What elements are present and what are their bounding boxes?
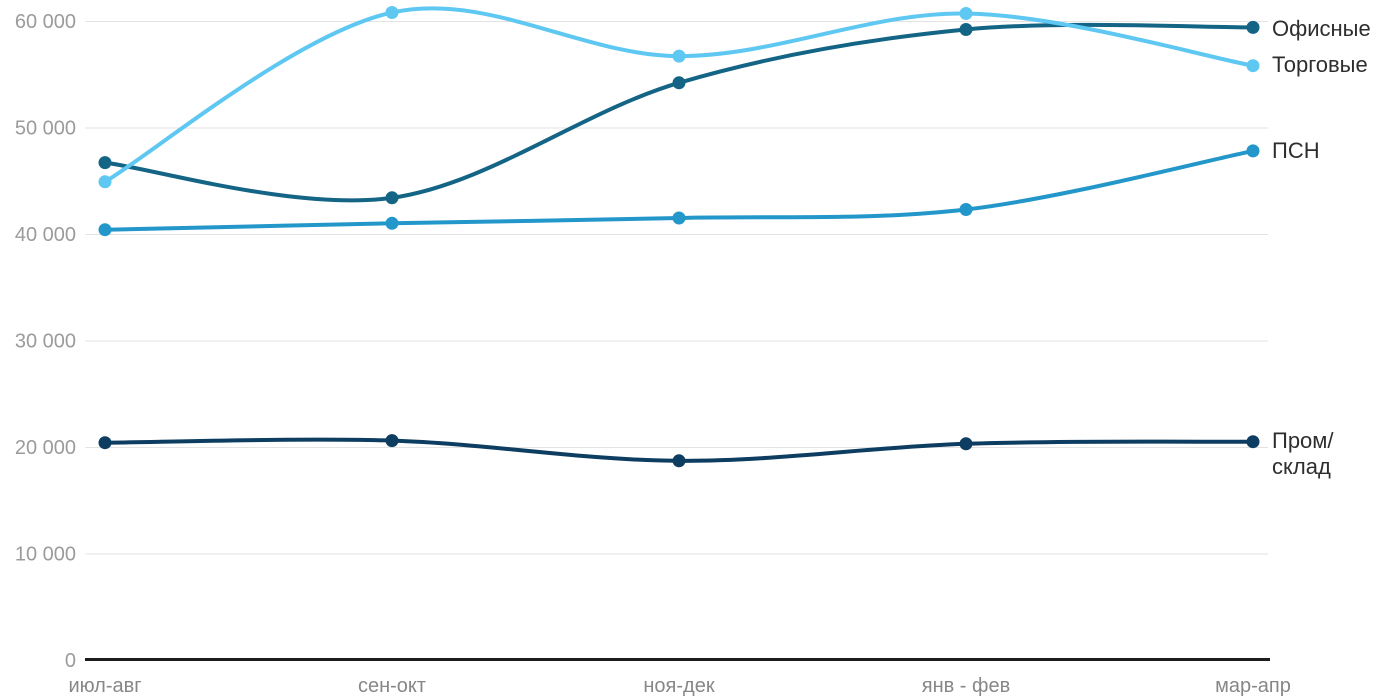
data-point-marker [98,175,112,189]
data-point-marker [1246,59,1260,73]
y-axis-tick-label: 60 000 [15,11,76,33]
series-label-torgovye: Торговые [1272,52,1368,77]
data-point-marker [1246,20,1260,34]
y-axis-tick-label: 50 000 [15,118,76,140]
y-axis-tick-label: 10 000 [15,544,76,566]
data-point-marker [385,216,399,230]
x-axis-tick-label: июл-авг [68,675,141,697]
data-point-marker [959,437,973,451]
y-axis-tick-label: 0 [65,650,76,672]
data-point-marker [672,76,686,90]
data-point-marker [98,156,112,170]
x-axis-tick-label: сен-окт [358,675,426,697]
series-label-prom-sklad: Пром/склад [1272,428,1334,479]
y-axis-tick-label: 20 000 [15,437,76,459]
data-point-marker [385,191,399,205]
data-point-marker [385,6,399,19]
data-point-marker [672,211,686,225]
data-point-marker [385,434,399,448]
data-point-marker [98,223,112,237]
series-line [103,6,1255,184]
data-point-marker [672,454,686,468]
data-point-marker [959,7,973,20]
series-label-ofisnye: Офисные [1272,16,1371,41]
data-point-marker [959,203,973,216]
data-point-marker [98,436,112,450]
x-axis-tick-label: ноя-дек [643,675,714,697]
data-point-marker [959,23,973,36]
y-axis-tick-label: 30 000 [15,331,76,353]
data-point-marker [672,49,686,63]
data-point-marker [1246,435,1260,449]
series-label-psn: ПСН [1272,138,1320,163]
y-axis-tick-label: 40 000 [15,224,76,246]
data-point-marker [1246,144,1260,158]
x-axis-tick-label: янв - фев [922,675,1010,697]
x-axis-tick-label: мар-апр [1215,675,1291,697]
